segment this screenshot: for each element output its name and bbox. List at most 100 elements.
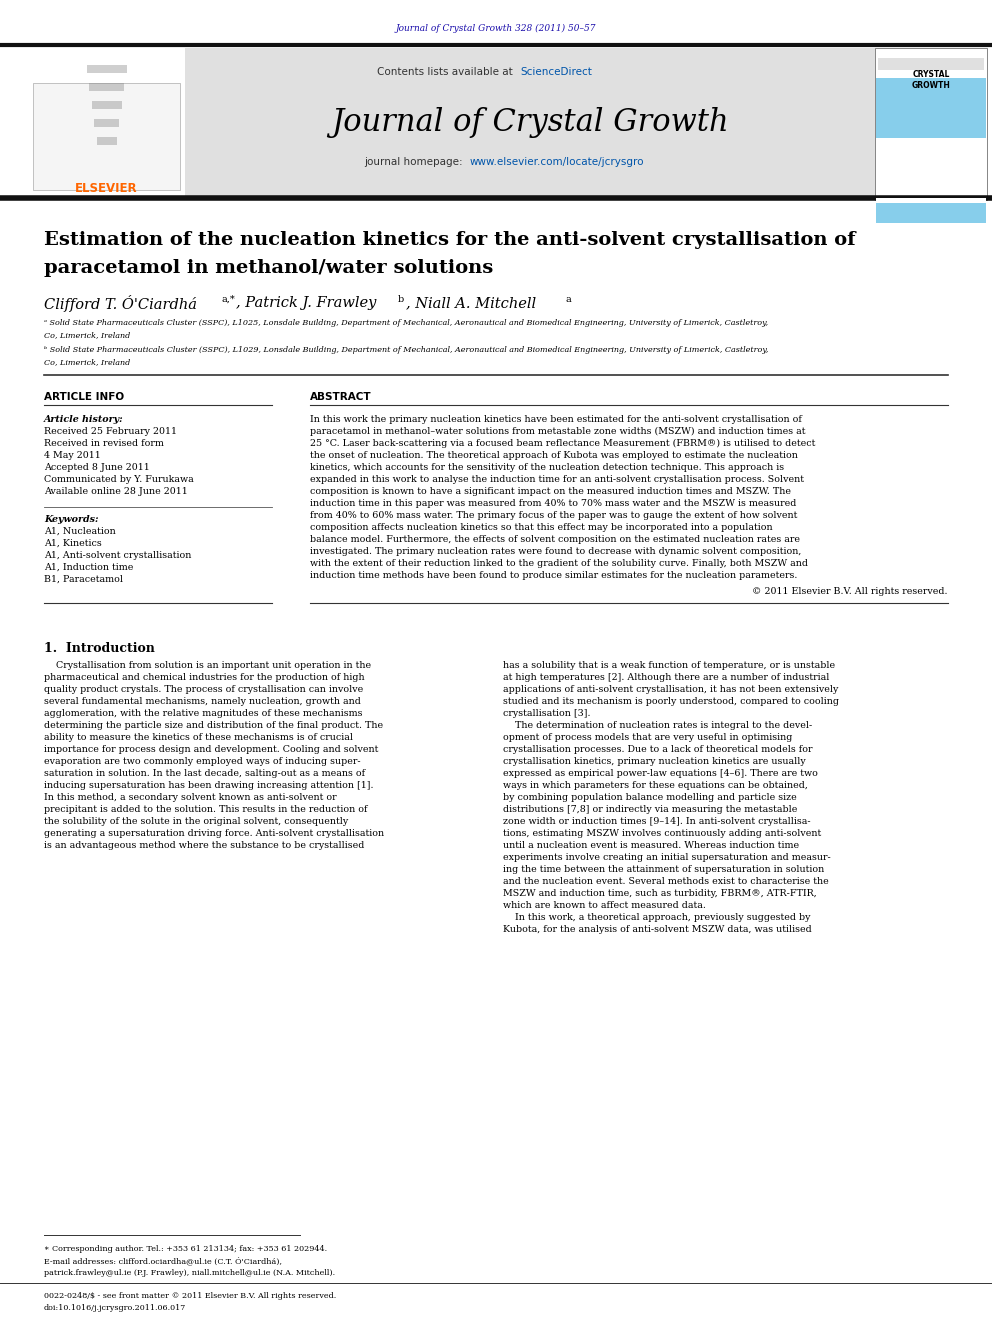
Text: induction time methods have been found to produce similar estimates for the nucl: induction time methods have been found t…: [310, 570, 798, 579]
Text: agglomeration, with the relative magnitudes of these mechanisms: agglomeration, with the relative magnitu…: [44, 709, 362, 718]
Text: Estimation of the nucleation kinetics for the anti-solvent crystallisation of: Estimation of the nucleation kinetics fo…: [44, 232, 855, 249]
Bar: [86, 65, 127, 73]
Text: which are known to affect measured data.: which are known to affect measured data.: [503, 901, 706, 910]
Text: www.elsevier.com/locate/jcrysgro: www.elsevier.com/locate/jcrysgro: [470, 157, 645, 167]
Text: Article history:: Article history:: [44, 414, 124, 423]
Text: investigated. The primary nucleation rates were found to decrease with dynamic s: investigated. The primary nucleation rat…: [310, 546, 802, 556]
Text: 25 °C. Laser back-scattering via a focused beam reflectance Measurement (FBRM®) : 25 °C. Laser back-scattering via a focus…: [310, 438, 815, 447]
Text: experiments involve creating an initial supersaturation and measur-: experiments involve creating an initial …: [503, 853, 830, 863]
Text: Journal of Crystal Growth 328 (2011) 50–57: Journal of Crystal Growth 328 (2011) 50–…: [396, 24, 596, 33]
Text: from 40% to 60% mass water. The primary focus of the paper was to gauge the exte: from 40% to 60% mass water. The primary …: [310, 511, 798, 520]
Text: ability to measure the kinetics of these mechanisms is of crucial: ability to measure the kinetics of these…: [44, 733, 353, 742]
Text: studied and its mechanism is poorly understood, compared to cooling: studied and its mechanism is poorly unde…: [503, 697, 839, 706]
Text: A1, Induction time: A1, Induction time: [44, 562, 133, 572]
Text: Received in revised form: Received in revised form: [44, 438, 164, 447]
Bar: [878, 58, 984, 70]
Bar: [89, 83, 124, 91]
Text: , Niall A. Mitchell: , Niall A. Mitchell: [406, 296, 536, 310]
Text: A1, Anti-solvent crystallisation: A1, Anti-solvent crystallisation: [44, 550, 191, 560]
Bar: [876, 202, 986, 224]
Text: In this work the primary nucleation kinetics have been estimated for the anti-so: In this work the primary nucleation kine…: [310, 414, 802, 423]
Text: kinetics, which accounts for the sensitivity of the nucleation detection techniq: kinetics, which accounts for the sensiti…: [310, 463, 784, 471]
Text: MSZW and induction time, such as turbidity, FBRM®, ATR-FTIR,: MSZW and induction time, such as turbidi…: [503, 889, 816, 898]
Text: composition affects nucleation kinetics so that this effect may be incorporated : composition affects nucleation kinetics …: [310, 523, 773, 532]
Text: saturation in solution. In the last decade, salting-out as a means of: saturation in solution. In the last deca…: [44, 770, 365, 778]
Text: ScienceDirect: ScienceDirect: [520, 67, 592, 77]
Text: B1, Paracetamol: B1, Paracetamol: [44, 574, 123, 583]
Text: applications of anti-solvent crystallisation, it has not been extensively: applications of anti-solvent crystallisa…: [503, 685, 838, 695]
Text: inducing supersaturation has been drawing increasing attention [1].: inducing supersaturation has been drawin…: [44, 782, 374, 791]
Text: opment of process models that are very useful in optimising: opment of process models that are very u…: [503, 733, 793, 742]
Text: ∗ Corresponding author. Tel.: +353 61 213134; fax: +353 61 202944.: ∗ Corresponding author. Tel.: +353 61 21…: [44, 1245, 327, 1253]
Bar: [96, 138, 116, 146]
Text: b: b: [398, 295, 405, 303]
Text: a,*: a,*: [222, 295, 236, 303]
Text: Kubota, for the analysis of anti-solvent MSZW data, was utilised: Kubota, for the analysis of anti-solvent…: [503, 926, 811, 934]
Text: by combining population balance modelling and particle size: by combining population balance modellin…: [503, 794, 797, 803]
Text: distributions [7,8] or indirectly via measuring the metastable: distributions [7,8] or indirectly via me…: [503, 806, 798, 815]
Text: ing the time between the attainment of supersaturation in solution: ing the time between the attainment of s…: [503, 865, 824, 875]
Text: balance model. Furthermore, the effects of solvent composition on the estimated : balance model. Furthermore, the effects …: [310, 534, 800, 544]
Text: The determination of nucleation rates is integral to the devel-: The determination of nucleation rates is…: [503, 721, 812, 730]
Text: ways in which parameters for these equations can be obtained,: ways in which parameters for these equat…: [503, 782, 807, 791]
Text: ᵇ Solid State Pharmaceuticals Cluster (SSPC), L1029, Lonsdale Building, Departme: ᵇ Solid State Pharmaceuticals Cluster (S…: [44, 347, 769, 355]
Text: precipitant is added to the solution. This results in the reduction of: precipitant is added to the solution. Th…: [44, 806, 367, 815]
Text: with the extent of their reduction linked to the gradient of the solubility curv: with the extent of their reduction linke…: [310, 558, 808, 568]
Text: the solubility of the solute in the original solvent, consequently: the solubility of the solute in the orig…: [44, 818, 348, 827]
Text: E-mail addresses: clifford.ociardha@ul.ie (C.T. Ó'Ciardhá),: E-mail addresses: clifford.ociardha@ul.i…: [44, 1257, 282, 1265]
Text: composition is known to have a significant impact on the measured induction time: composition is known to have a significa…: [310, 487, 791, 496]
Text: crystallisation [3].: crystallisation [3].: [503, 709, 590, 718]
Text: Communicated by Y. Furukawa: Communicated by Y. Furukawa: [44, 475, 193, 483]
Bar: [876, 198, 986, 202]
Text: CRYSTAL
GROWTH: CRYSTAL GROWTH: [912, 70, 950, 90]
Text: and the nucleation event. Several methods exist to characterise the: and the nucleation event. Several method…: [503, 877, 828, 886]
Bar: [33, 83, 180, 191]
Bar: [91, 101, 121, 108]
Text: Clifford T. Ó'Ciardhá: Clifford T. Ó'Ciardhá: [44, 295, 197, 311]
Text: Available online 28 June 2011: Available online 28 June 2011: [44, 487, 187, 496]
Text: tions, estimating MSZW involves continuously adding anti-solvent: tions, estimating MSZW involves continuo…: [503, 830, 821, 839]
Text: Journal of Crystal Growth: Journal of Crystal Growth: [331, 106, 729, 138]
Text: In this work, a theoretical approach, previously suggested by: In this work, a theoretical approach, pr…: [503, 913, 810, 922]
Text: at high temperatures [2]. Although there are a number of industrial: at high temperatures [2]. Although there…: [503, 673, 829, 683]
Text: the onset of nucleation. The theoretical approach of Kubota was employed to esti: the onset of nucleation. The theoretical…: [310, 451, 798, 459]
Text: expressed as empirical power-law equations [4–6]. There are two: expressed as empirical power-law equatio…: [503, 770, 817, 778]
Text: ARTICLE INFO: ARTICLE INFO: [44, 392, 124, 402]
Text: Contents lists available at: Contents lists available at: [377, 67, 516, 77]
Text: Received 25 February 2011: Received 25 February 2011: [44, 426, 177, 435]
Text: until a nucleation event is measured. Whereas induction time: until a nucleation event is measured. Wh…: [503, 841, 800, 851]
Text: ELSEVIER: ELSEVIER: [75, 181, 138, 194]
Text: evaporation are two commonly employed ways of inducing super-: evaporation are two commonly employed wa…: [44, 758, 361, 766]
Bar: [94, 119, 119, 127]
Text: a: a: [565, 295, 570, 303]
Text: quality product crystals. The process of crystallisation can involve: quality product crystals. The process of…: [44, 685, 363, 695]
Text: ABSTRACT: ABSTRACT: [310, 392, 372, 402]
Text: ᵃ Solid State Pharmaceuticals Cluster (SSPC), L1025, Lonsdale Building, Departme: ᵃ Solid State Pharmaceuticals Cluster (S…: [44, 319, 768, 327]
Bar: [875, 48, 987, 200]
Text: expanded in this work to analyse the induction time for an anti-solvent crystall: expanded in this work to analyse the ind…: [310, 475, 804, 483]
Text: 4 May 2011: 4 May 2011: [44, 451, 101, 459]
Bar: [28, 48, 185, 200]
Text: Co, Limerick, Ireland: Co, Limerick, Ireland: [44, 359, 130, 366]
Bar: [185, 48, 875, 200]
Text: Crystallisation from solution is an important unit operation in the: Crystallisation from solution is an impo…: [44, 662, 371, 671]
Text: 0022-0248/$ - see front matter © 2011 Elsevier B.V. All rights reserved.: 0022-0248/$ - see front matter © 2011 El…: [44, 1293, 336, 1301]
Text: paracetamol in methanol/water solutions: paracetamol in methanol/water solutions: [44, 259, 493, 277]
Text: A1, Nucleation: A1, Nucleation: [44, 527, 116, 536]
Text: paracetamol in methanol–water solutions from metastable zone widths (MSZW) and i: paracetamol in methanol–water solutions …: [310, 426, 806, 435]
Text: © 2011 Elsevier B.V. All rights reserved.: © 2011 Elsevier B.V. All rights reserved…: [753, 586, 948, 595]
Text: crystallisation processes. Due to a lack of theoretical models for: crystallisation processes. Due to a lack…: [503, 745, 812, 754]
Text: , Patrick J. Frawley: , Patrick J. Frawley: [236, 296, 376, 310]
Bar: [876, 78, 986, 138]
Text: In this method, a secondary solvent known as anti-solvent or: In this method, a secondary solvent know…: [44, 794, 336, 803]
Text: induction time in this paper was measured from 40% to 70% mass water and the MSZ: induction time in this paper was measure…: [310, 499, 797, 508]
Text: journal homepage:: journal homepage:: [364, 157, 466, 167]
Text: Co, Limerick, Ireland: Co, Limerick, Ireland: [44, 331, 130, 339]
Text: several fundamental mechanisms, namely nucleation, growth and: several fundamental mechanisms, namely n…: [44, 697, 361, 706]
Text: doi:10.1016/j.jcrysgro.2011.06.017: doi:10.1016/j.jcrysgro.2011.06.017: [44, 1304, 186, 1312]
Text: 1.  Introduction: 1. Introduction: [44, 642, 155, 655]
Text: A1, Kinetics: A1, Kinetics: [44, 538, 102, 548]
Text: generating a supersaturation driving force. Anti-solvent crystallisation: generating a supersaturation driving for…: [44, 830, 384, 839]
Text: pharmaceutical and chemical industries for the production of high: pharmaceutical and chemical industries f…: [44, 673, 365, 683]
Text: zone width or induction times [9–14]. In anti-solvent crystallisa-: zone width or induction times [9–14]. In…: [503, 818, 810, 827]
